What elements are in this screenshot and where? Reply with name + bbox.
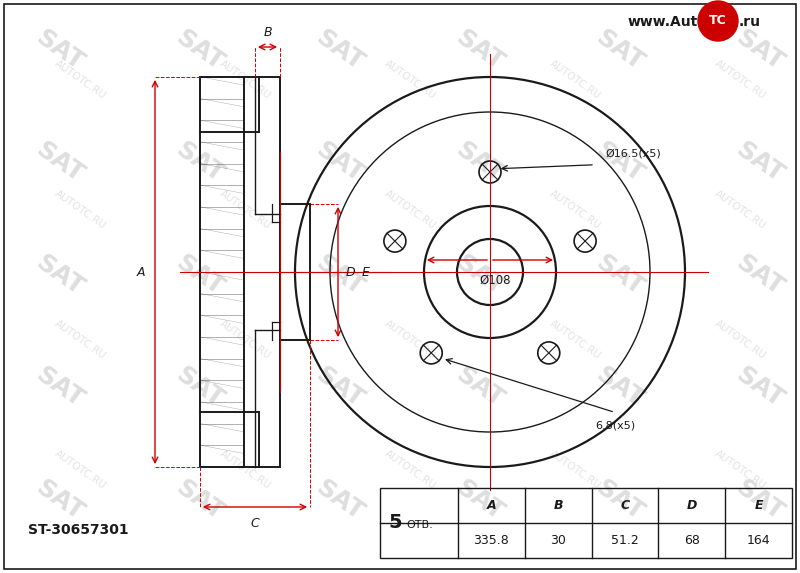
Text: SAT: SAT (172, 363, 228, 413)
Text: SAT: SAT (172, 25, 228, 75)
Text: TC: TC (709, 14, 727, 28)
Text: E: E (754, 499, 763, 512)
Text: ОТВ.: ОТВ. (406, 520, 433, 530)
Text: SAT: SAT (592, 475, 648, 525)
Text: AUTOTC.RU: AUTOTC.RU (382, 58, 438, 101)
Text: SAT: SAT (32, 25, 88, 75)
Text: 51.2: 51.2 (611, 534, 639, 547)
Text: AUTOTC.RU: AUTOTC.RU (713, 189, 767, 231)
Text: SAT: SAT (172, 250, 228, 300)
Text: AUTOTC.RU: AUTOTC.RU (547, 449, 602, 491)
Text: ST-30657301: ST-30657301 (28, 523, 128, 537)
Circle shape (698, 1, 738, 41)
Text: AUTOTC.RU: AUTOTC.RU (218, 58, 273, 101)
Text: SAT: SAT (592, 138, 648, 187)
Text: SAT: SAT (172, 475, 228, 525)
Text: Ø16.5(x5): Ø16.5(x5) (605, 149, 661, 159)
Text: B: B (554, 499, 563, 512)
Text: A: A (137, 265, 145, 278)
Text: SAT: SAT (592, 363, 648, 413)
Text: C: C (621, 499, 630, 512)
Text: D: D (346, 265, 356, 278)
Text: D: D (686, 499, 697, 512)
Text: SAT: SAT (592, 250, 648, 300)
Text: 164: 164 (746, 534, 770, 547)
Text: AUTOTC.RU: AUTOTC.RU (382, 189, 438, 231)
Text: SAT: SAT (32, 363, 88, 413)
Text: SAT: SAT (312, 363, 368, 413)
Text: C: C (250, 517, 259, 530)
Text: SAT: SAT (32, 250, 88, 300)
Text: SAT: SAT (732, 250, 788, 300)
Text: AUTOTC.RU: AUTOTC.RU (218, 189, 273, 231)
Text: B: B (263, 26, 272, 39)
Text: AUTOTC.RU: AUTOTC.RU (547, 189, 602, 231)
Text: 68: 68 (684, 534, 700, 547)
Text: 30: 30 (550, 534, 566, 547)
Text: SAT: SAT (312, 475, 368, 525)
Text: SAT: SAT (312, 250, 368, 300)
Text: AUTOTC.RU: AUTOTC.RU (713, 58, 767, 101)
Text: AUTOTC.RU: AUTOTC.RU (713, 319, 767, 362)
Text: AUTOTC.RU: AUTOTC.RU (53, 449, 107, 491)
Text: AUTOTC.RU: AUTOTC.RU (382, 449, 438, 491)
Text: AUTOTC.RU: AUTOTC.RU (218, 319, 273, 362)
Text: SAT: SAT (32, 475, 88, 525)
Text: SAT: SAT (452, 250, 508, 300)
Text: E: E (362, 265, 370, 278)
Text: A: A (486, 499, 496, 512)
Text: SAT: SAT (172, 138, 228, 187)
Text: www.Auto: www.Auto (628, 15, 708, 29)
Text: SAT: SAT (732, 25, 788, 75)
Text: SAT: SAT (452, 475, 508, 525)
Text: SAT: SAT (732, 138, 788, 187)
Text: AUTOTC.RU: AUTOTC.RU (53, 319, 107, 362)
Text: SAT: SAT (732, 363, 788, 413)
Text: 335.8: 335.8 (474, 534, 510, 547)
Text: .ru: .ru (739, 15, 761, 29)
Text: AUTOTC.RU: AUTOTC.RU (53, 58, 107, 101)
Text: 6.8(x5): 6.8(x5) (595, 421, 635, 430)
Bar (380, 488, 792, 558)
Text: AUTOTC.RU: AUTOTC.RU (547, 319, 602, 362)
Text: AUTOTC.RU: AUTOTC.RU (218, 449, 273, 491)
Text: SAT: SAT (32, 138, 88, 187)
Text: SAT: SAT (452, 363, 508, 413)
Text: SAT: SAT (592, 25, 648, 75)
Text: AUTOTC.RU: AUTOTC.RU (713, 449, 767, 491)
Text: SAT: SAT (312, 25, 368, 75)
Text: SAT: SAT (452, 138, 508, 187)
Text: SAT: SAT (312, 138, 368, 187)
Text: AUTOTC.RU: AUTOTC.RU (547, 58, 602, 101)
Text: SAT: SAT (452, 25, 508, 75)
Text: 5: 5 (388, 513, 402, 532)
Text: AUTOTC.RU: AUTOTC.RU (382, 319, 438, 362)
Text: Ø108: Ø108 (479, 274, 510, 287)
Text: AUTOTC.RU: AUTOTC.RU (53, 189, 107, 231)
Text: SAT: SAT (732, 475, 788, 525)
